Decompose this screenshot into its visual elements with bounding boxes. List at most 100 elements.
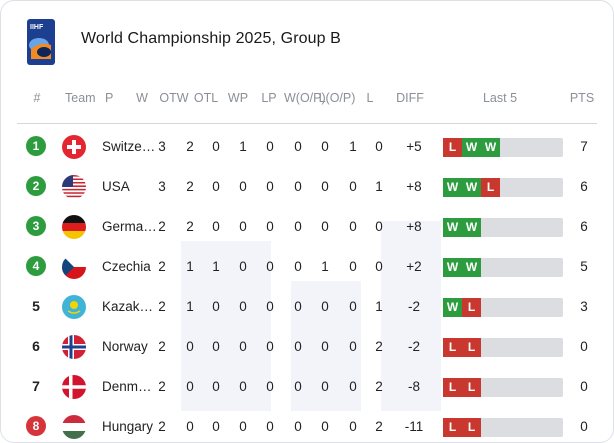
- cell-otw: 0: [212, 379, 220, 394]
- column-header-lp[interactable]: LP: [261, 91, 277, 105]
- column-header-pts[interactable]: PTS: [569, 91, 595, 105]
- table-row[interactable]: 8 Hungary 2 0 0 0 0 0 0 0 2 -11 L L 0: [1, 407, 613, 442]
- cell-wins: 0: [186, 339, 194, 354]
- cell-lp: 0: [294, 179, 302, 194]
- column-header-otw[interactable]: OTW: [159, 91, 189, 105]
- cell-diff: -2: [407, 299, 420, 314]
- result-win: W: [443, 298, 462, 317]
- rank-badge: 4: [26, 256, 46, 276]
- result-win: W: [443, 218, 462, 237]
- cell-diff: -2: [407, 339, 420, 354]
- cell-wins: 2: [186, 139, 194, 154]
- cell-otw: 0: [212, 299, 220, 314]
- table-row[interactable]: 6 Norway 2 0 0 0 0 0 0 0 2 -2 L L 0: [1, 327, 613, 367]
- team-name[interactable]: Kazak…: [102, 299, 154, 314]
- cell-pts: 5: [580, 259, 588, 274]
- table-row[interactable]: 4 Czechia 2 1 1 0 0 0 1 0 0 +2 W W 5: [1, 247, 613, 287]
- column-header-last5[interactable]: Last 5: [482, 91, 518, 105]
- cell-wp: 0: [266, 219, 274, 234]
- team-name[interactable]: Denm…: [102, 379, 152, 394]
- result-win: W: [462, 218, 481, 237]
- column-header-rank[interactable]: #: [33, 91, 41, 105]
- cell-wins: 2: [186, 219, 194, 234]
- cell-wop: 0: [321, 299, 329, 314]
- cell-pts: 7: [580, 139, 588, 154]
- rank-badge: 1: [26, 136, 46, 156]
- cell-wp: 0: [266, 379, 274, 394]
- header-divider: [17, 123, 597, 124]
- denmark-flag-icon: [62, 375, 86, 399]
- team-name[interactable]: Norway: [102, 339, 148, 354]
- column-header-wp[interactable]: WP: [227, 91, 249, 105]
- cell-otw: 1: [212, 259, 220, 274]
- result-loss: L: [481, 178, 500, 197]
- column-header-otl[interactable]: OTL: [193, 91, 219, 105]
- table-row[interactable]: 7 Denm… 2 0 0 0 0 0 0 0 2 -8 L L 0: [1, 367, 613, 407]
- cell-lp: 0: [294, 259, 302, 274]
- cell-otw: 0: [212, 419, 220, 434]
- cell-wins: 1: [186, 259, 194, 274]
- cell-lop: 0: [349, 179, 357, 194]
- rank-badge: 6: [32, 338, 40, 354]
- cell-lop: 0: [349, 419, 357, 434]
- cell-played: 3: [158, 139, 166, 154]
- cell-wins: 1: [186, 299, 194, 314]
- cell-lop: 0: [349, 259, 357, 274]
- cell-wp: 0: [266, 259, 274, 274]
- cell-losses: 0: [375, 219, 383, 234]
- rank-badge: 7: [32, 378, 40, 394]
- cell-diff: -11: [404, 419, 424, 434]
- column-header-wins[interactable]: W: [136, 91, 148, 105]
- table-row[interactable]: 3 Germa… 2 2 0 0 0 0 0 0 0 +8 W W 6: [1, 207, 613, 247]
- team-name[interactable]: USA: [102, 179, 130, 194]
- team-name[interactable]: Germa…: [102, 219, 157, 234]
- cell-played: 2: [158, 339, 166, 354]
- cell-lp: 0: [294, 419, 302, 434]
- column-header-diff[interactable]: DIFF: [396, 91, 424, 105]
- cell-diff: +8: [406, 179, 422, 194]
- cell-otl: 0: [239, 219, 247, 234]
- cell-wop: 0: [321, 179, 329, 194]
- team-name[interactable]: Switze…: [102, 139, 156, 154]
- column-header-losses[interactable]: L: [366, 91, 374, 105]
- cell-losses: 1: [375, 299, 383, 314]
- result-loss: L: [462, 338, 481, 357]
- column-header-team[interactable]: Team: [65, 91, 96, 105]
- cell-otl: 0: [239, 339, 247, 354]
- cell-played: 2: [158, 219, 166, 234]
- cell-losses: 1: [375, 179, 383, 194]
- team-name[interactable]: Czechia: [102, 259, 151, 274]
- result-loss: L: [443, 338, 462, 357]
- table-row[interactable]: 1 Switze… 3 2 0 1 0 0 0 1 0 +5 L W W 7: [1, 127, 613, 167]
- cell-losses: 2: [375, 339, 383, 354]
- cell-pts: 6: [580, 219, 588, 234]
- cell-lp: 0: [294, 299, 302, 314]
- cell-otw: 0: [212, 219, 220, 234]
- cell-losses: 2: [375, 419, 383, 434]
- result-win: W: [443, 258, 462, 277]
- usa-flag-icon: [62, 175, 86, 199]
- result-loss: L: [443, 138, 462, 157]
- team-name[interactable]: Hungary: [102, 419, 154, 434]
- table-row[interactable]: 2 USA 3 2 0 0 0 0 0 0 1 +8 W W L 6: [1, 167, 613, 207]
- cell-wop: 1: [321, 259, 329, 274]
- cell-otl: 0: [239, 259, 247, 274]
- kazakhstan-flag-icon: [62, 295, 86, 319]
- column-header-played[interactable]: P: [105, 91, 114, 105]
- svg-text:IIHF: IIHF: [30, 24, 44, 31]
- result-loss: L: [443, 378, 462, 397]
- column-header-wop[interactable]: W(O/P): [284, 91, 326, 105]
- table-row[interactable]: 5 Kazak… 2 1 0 0 0 0 0 0 1 -2 W L 3: [1, 287, 613, 327]
- germany-flag-icon: [62, 215, 86, 239]
- cell-lop: 1: [349, 139, 357, 154]
- watermark-graphic: [181, 221, 441, 411]
- result-win: W: [443, 178, 462, 197]
- rank-badge: 5: [32, 298, 40, 314]
- cell-losses: 0: [375, 139, 383, 154]
- cell-otl: 0: [239, 379, 247, 394]
- column-header-lop[interactable]: L(O/P): [318, 91, 356, 105]
